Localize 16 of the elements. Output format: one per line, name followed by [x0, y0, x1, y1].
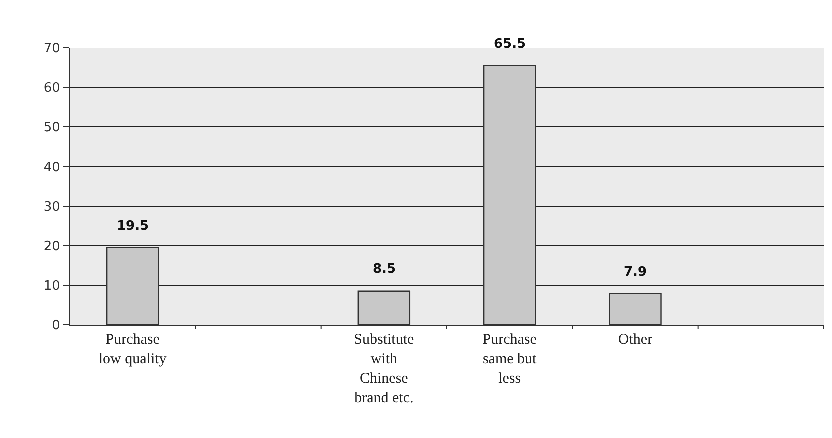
- x-tick-label: Purchase low quality: [98, 332, 168, 368]
- data-label: 8.5: [373, 262, 396, 277]
- y-tick-label: 60: [44, 81, 60, 96]
- data-label: 7.9: [624, 265, 648, 280]
- data-label: 19.5: [117, 219, 150, 234]
- y-tick-label: 30: [44, 200, 60, 215]
- y-tick-label: 0: [52, 318, 60, 334]
- x-tick-label: Substitute with Chinese brand etc.: [354, 332, 415, 406]
- data-label: 65.5: [494, 37, 526, 52]
- x-tick-label: Purchase same but less: [482, 332, 538, 387]
- y-tick-label: 40: [44, 160, 60, 176]
- y-tick-label: 10: [44, 278, 60, 294]
- y-tick-label: 70: [44, 42, 60, 57]
- y-tick-label: 50: [44, 120, 60, 136]
- x-tick-label: Other: [618, 332, 653, 348]
- y-tick-label: 20: [44, 239, 60, 254]
